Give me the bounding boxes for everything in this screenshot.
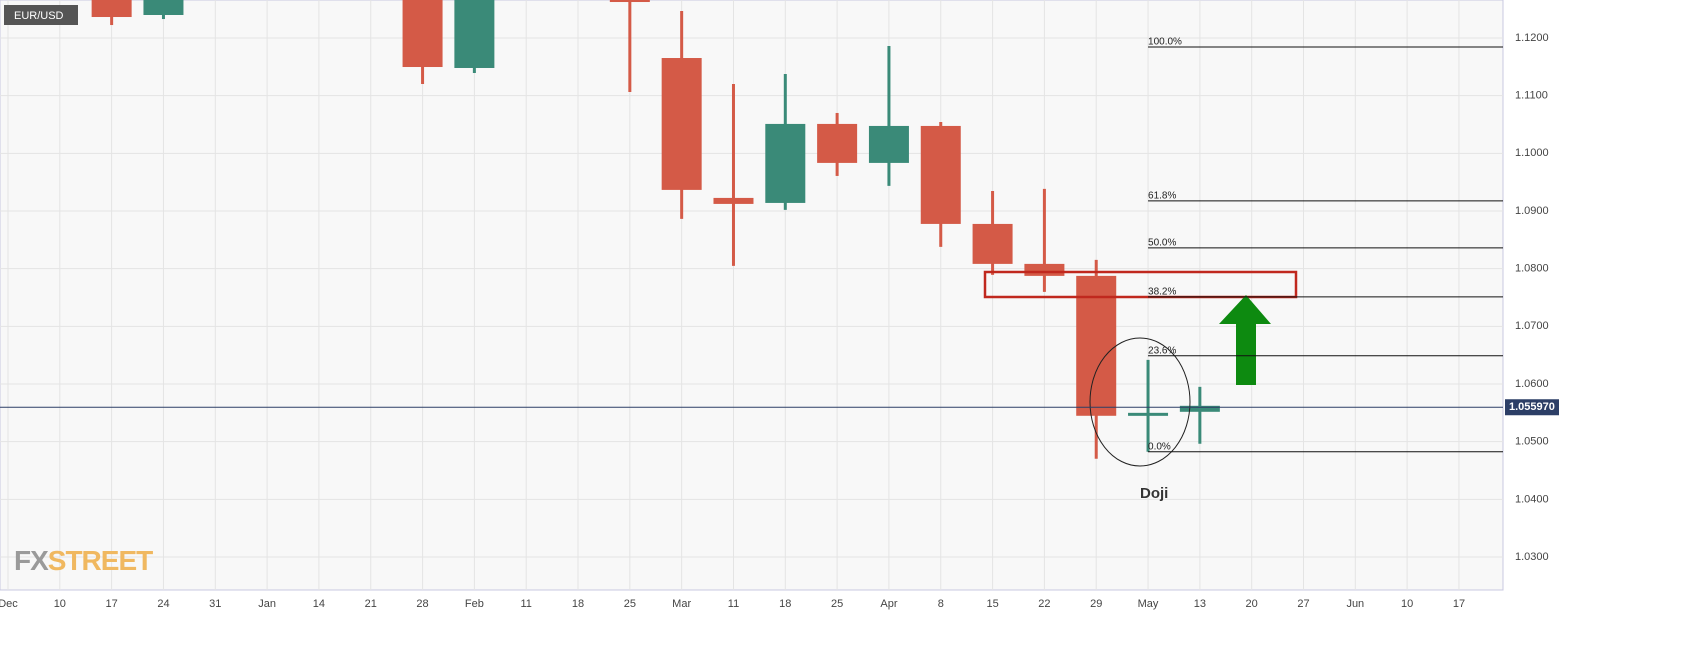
x-tick-label: 18: [572, 598, 584, 610]
candle-body: [817, 123, 858, 163]
y-tick-label: 1.0700: [1515, 320, 1549, 332]
y-tick-label: 1.1000: [1515, 147, 1549, 159]
y-tick-label: 1.0300: [1515, 551, 1549, 563]
y-tick-label: 1.0900: [1515, 205, 1549, 217]
x-tick-label: Feb: [465, 598, 484, 610]
annotation: Doji: [1140, 485, 1168, 502]
candle-body: [1128, 412, 1169, 416]
x-tick-label: 10: [1401, 598, 1413, 610]
logo-part: FX: [14, 545, 49, 576]
candle-body: [143, 0, 184, 15]
candle-body: [920, 125, 961, 224]
x-tick-label: Mar: [672, 598, 691, 610]
x-tick-label: 27: [1297, 598, 1309, 610]
x-tick-label: 25: [831, 598, 843, 610]
y-tick-label: 1.0600: [1515, 378, 1549, 390]
x-tick-label: 17: [106, 598, 118, 610]
candle-body: [454, 0, 495, 68]
logo-part: STREET: [48, 545, 153, 576]
logo: FXSTREET: [14, 545, 153, 576]
x-tick-label: Apr: [880, 598, 897, 610]
x-tick-label: 22: [1038, 598, 1050, 610]
x-tick-label: Jun: [1346, 598, 1364, 610]
resistance-zone: [983, 270, 1298, 299]
candle-body: [402, 0, 443, 68]
y-tick-label: 1.1100: [1515, 90, 1548, 102]
x-tick-label: 18: [779, 598, 791, 610]
x-tick-label: 8: [938, 598, 944, 610]
candle-body: [661, 58, 702, 190]
fib-label: 100.0%: [1148, 37, 1182, 48]
candle-body: [1076, 275, 1117, 416]
x-tick-label: 15: [986, 598, 998, 610]
x-tick-label: 29: [1090, 598, 1102, 610]
x-tick-label: May: [1138, 598, 1159, 610]
x-tick-label: 31: [209, 598, 221, 610]
symbol-box: [4, 5, 78, 25]
x-tick-label: 21: [365, 598, 377, 610]
y-tick-label: 1.1200: [1515, 32, 1549, 44]
candle-body: [765, 123, 806, 203]
plot-area: [0, 0, 1504, 591]
symbol: EUR/USD: [14, 10, 64, 22]
y-tick-label: 1.0800: [1515, 263, 1549, 275]
x-tick-label: 11: [520, 598, 531, 610]
x-tick-label: Dec: [0, 598, 18, 610]
candle-body: [609, 0, 650, 3]
last-price-label: 1.055970: [1509, 401, 1555, 413]
doji-circle: [1089, 337, 1191, 467]
candle-body: [868, 125, 909, 163]
x-tick-label: 20: [1246, 598, 1258, 610]
candle-body: [91, 0, 132, 18]
x-tick-label: 24: [157, 598, 169, 610]
candle-body: [1024, 263, 1065, 276]
x-tick-label: 11: [728, 598, 739, 610]
y-tick-label: 1.0400: [1515, 493, 1549, 505]
last-price-box: [1505, 399, 1559, 416]
candle-body: [713, 197, 754, 204]
x-tick-label: 10: [54, 598, 66, 610]
candle-body: [972, 223, 1013, 264]
candle-body: [1179, 405, 1220, 412]
y-tick-label: 1.0500: [1515, 436, 1549, 448]
fib-label: 38.2%: [1148, 287, 1176, 298]
x-tick-label: 13: [1194, 598, 1206, 610]
x-tick-label: 28: [416, 598, 428, 610]
x-tick-label: 14: [313, 598, 325, 610]
fib-label: 61.8%: [1148, 191, 1176, 202]
x-tick-label: 17: [1453, 598, 1465, 610]
up-arrow: [1219, 295, 1271, 385]
fib-label: 0.0%: [1148, 441, 1171, 452]
x-tick-label: 25: [624, 598, 636, 610]
x-tick-label: Jan: [258, 598, 276, 610]
fib-label: 23.6%: [1148, 345, 1176, 356]
fib-label: 50.0%: [1148, 237, 1176, 248]
